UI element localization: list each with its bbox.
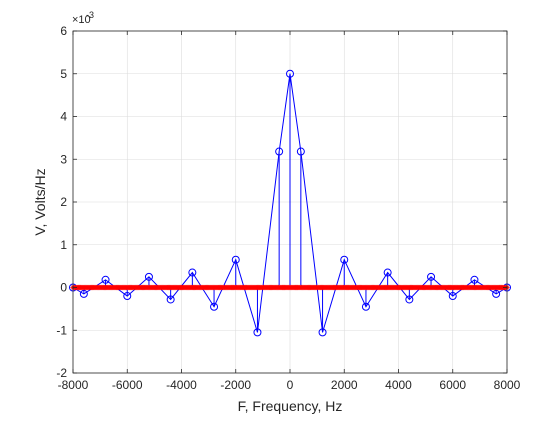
y-tick-label: 1 <box>60 238 67 252</box>
blue-marker <box>427 272 436 281</box>
blue-marker <box>286 69 294 78</box>
y-tick-label: 5 <box>60 67 67 81</box>
blue-marker <box>383 268 392 277</box>
blue-marker <box>470 275 479 284</box>
blue-marker <box>318 328 327 337</box>
blue-marker <box>340 255 349 264</box>
blue-marker <box>79 289 88 298</box>
blue-marker <box>448 292 457 301</box>
y-tick-label: 2 <box>60 195 67 209</box>
y-tick-label: 3 <box>60 152 67 166</box>
x-tick-label: -8000 <box>58 378 89 392</box>
y-tick-label: 4 <box>60 110 67 124</box>
y-tick-label: 0 <box>60 281 67 295</box>
y-exponent-power: -3 <box>86 10 94 20</box>
x-tick-label: 4000 <box>385 378 412 392</box>
blue-marker <box>296 147 305 156</box>
data-layer <box>69 69 511 337</box>
x-axis-label: F, Frequency, Hz <box>238 398 343 414</box>
blue-marker <box>231 255 240 264</box>
y-exponent-base: ×10 <box>72 14 91 26</box>
tick-layer: -8000 -6000 -4000 -2000 0 2000 4000 6000 8000 -2 -… <box>56 24 520 392</box>
blue-marker <box>361 302 370 311</box>
blue-marker <box>492 289 501 298</box>
y-tick-label: 6 <box>60 24 67 38</box>
blue-marker <box>101 275 110 284</box>
x-tick-label: 6000 <box>439 378 466 392</box>
x-tick-label: -4000 <box>166 378 197 392</box>
x-tick-label: 8000 <box>494 378 521 392</box>
x-tick-label: 2000 <box>331 378 358 392</box>
blue-marker <box>188 268 197 277</box>
blue-marker <box>253 328 262 337</box>
x-tick-label: -6000 <box>112 378 143 392</box>
y-tick-label: -1 <box>56 323 67 337</box>
blue-marker <box>210 302 219 311</box>
y-tick-label: -2 <box>56 366 67 380</box>
y-axis-label: V, Volts/Hz <box>32 168 48 235</box>
x-tick-label: 0 <box>287 378 294 392</box>
blue-marker <box>144 272 153 281</box>
x-tick-label: -2000 <box>220 378 251 392</box>
blue-marker <box>123 292 132 301</box>
blue-marker <box>166 295 175 304</box>
blue-marker <box>275 147 284 156</box>
blue-marker <box>405 295 414 304</box>
